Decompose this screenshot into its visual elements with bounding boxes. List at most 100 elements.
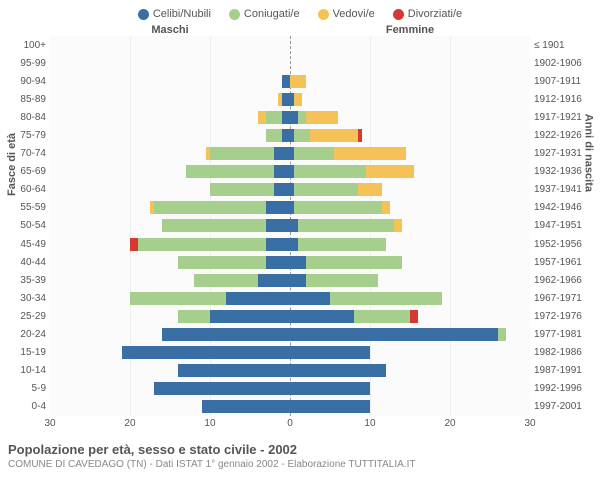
female-half [290, 380, 530, 398]
bar-segment [210, 147, 274, 160]
male-half [50, 235, 290, 253]
bar-row [50, 289, 530, 307]
female-half [290, 72, 530, 90]
bar-row [50, 344, 530, 362]
male-half [50, 307, 290, 325]
male-half [50, 344, 290, 362]
birth-tick: ≤ 1901 [534, 36, 592, 54]
legend-item: Divorziati/e [393, 8, 462, 20]
birth-tick: 1902-1906 [534, 54, 592, 72]
x-tick: 10 [204, 418, 215, 429]
birth-tick: 1912-1916 [534, 90, 592, 108]
x-tick: 30 [524, 418, 535, 429]
age-tick: 25-29 [8, 307, 46, 325]
bar-segment [194, 274, 258, 287]
bars-region [50, 36, 530, 416]
birth-tick: 1997-2001 [534, 398, 592, 416]
age-tick: 45-49 [8, 235, 46, 253]
bar-segment [330, 292, 442, 305]
bar-row [50, 199, 530, 217]
heading-female: Femmine [290, 24, 530, 36]
bar-segment [290, 292, 330, 305]
legend-label: Vedovi/e [333, 8, 375, 20]
bar-segment [274, 165, 290, 178]
bar-segment [266, 219, 290, 232]
male-half [50, 380, 290, 398]
bar-segment [290, 310, 354, 323]
legend-swatch [393, 9, 404, 20]
bar-segment [178, 256, 266, 269]
age-tick: 50-54 [8, 217, 46, 235]
bar-segment [266, 256, 290, 269]
bar-segment [130, 238, 138, 251]
birth-tick: 1977-1981 [534, 326, 592, 344]
male-half [50, 199, 290, 217]
female-half [290, 181, 530, 199]
birth-tick: 1982-1986 [534, 344, 592, 362]
bar-row [50, 235, 530, 253]
bar-segment [298, 219, 394, 232]
population-pyramid-chart: Celibi/NubiliConiugati/eVedovi/eDivorzia… [0, 0, 600, 500]
female-half [290, 199, 530, 217]
male-half [50, 36, 290, 54]
bar-segment [298, 111, 306, 124]
birth-tick: 1952-1956 [534, 235, 592, 253]
bar-segment [186, 165, 274, 178]
y-axis-right-title: Anni di nascita [582, 114, 594, 192]
bar-segment [290, 400, 370, 413]
x-tick: 30 [44, 418, 55, 429]
bar-segment [298, 238, 386, 251]
plot-area: Fasce di età 100+95-9990-9485-8980-8475-… [8, 36, 592, 416]
birth-tick: 1967-1971 [534, 289, 592, 307]
legend-label: Divorziati/e [408, 8, 462, 20]
bar-row [50, 54, 530, 72]
female-half [290, 217, 530, 235]
female-half [290, 307, 530, 325]
female-half [290, 289, 530, 307]
female-half [290, 36, 530, 54]
bar-row [50, 126, 530, 144]
legend-swatch [318, 9, 329, 20]
bar-segment [122, 346, 290, 359]
age-tick: 0-4 [8, 398, 46, 416]
bar-segment [306, 274, 378, 287]
bar-segment [178, 310, 210, 323]
bar-segment [266, 238, 290, 251]
legend-swatch [138, 9, 149, 20]
age-tick: 100+ [8, 36, 46, 54]
bar-segment [274, 183, 290, 196]
bar-segment [382, 201, 390, 214]
male-half [50, 181, 290, 199]
male-half [50, 90, 290, 108]
bar-segment [266, 201, 290, 214]
bar-row [50, 362, 530, 380]
bar-segment [310, 129, 358, 142]
female-half [290, 90, 530, 108]
bar-segment [226, 292, 290, 305]
bar-segment [294, 93, 302, 106]
female-half [290, 271, 530, 289]
right-birth-axis: ≤ 19011902-19061907-19111912-19161917-19… [530, 36, 592, 416]
birth-tick: 1957-1961 [534, 253, 592, 271]
age-tick: 40-44 [8, 253, 46, 271]
bar-row [50, 307, 530, 325]
age-tick: 20-24 [8, 326, 46, 344]
bar-segment [290, 219, 298, 232]
birth-tick: 1972-1976 [534, 307, 592, 325]
bar-segment [154, 201, 266, 214]
bar-segment [290, 111, 298, 124]
age-tick: 5-9 [8, 380, 46, 398]
female-half [290, 235, 530, 253]
left-age-axis: 100+95-9990-9485-8980-8475-7970-7465-696… [8, 36, 50, 416]
legend: Celibi/NubiliConiugati/eVedovi/eDivorzia… [8, 8, 592, 20]
bar-row [50, 163, 530, 181]
birth-tick: 1992-1996 [534, 380, 592, 398]
age-tick: 35-39 [8, 271, 46, 289]
legend-swatch [229, 9, 240, 20]
bar-segment [274, 147, 290, 160]
chart-subtitle: COMUNE DI CAVEDAGO (TN) - Dati ISTAT 1° … [8, 459, 592, 470]
male-half [50, 398, 290, 416]
male-half [50, 362, 290, 380]
age-tick: 95-99 [8, 54, 46, 72]
bar-segment [290, 256, 306, 269]
